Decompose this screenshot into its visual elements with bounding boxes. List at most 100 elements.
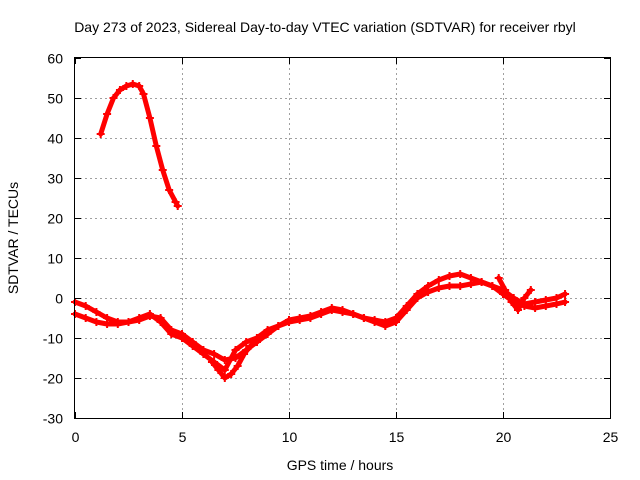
data-point bbox=[96, 130, 105, 138]
data-point bbox=[285, 316, 293, 324]
data-series bbox=[71, 80, 570, 382]
data-point bbox=[92, 318, 101, 326]
y-tick-label: 60 bbox=[47, 51, 63, 67]
data-point bbox=[145, 310, 154, 318]
chart-title: Day 273 of 2023, Sidereal Day-to-day VTE… bbox=[74, 19, 576, 35]
x-axis-label: GPS time / hours bbox=[287, 457, 394, 473]
x-tick-label: 15 bbox=[389, 429, 405, 445]
data-point bbox=[152, 142, 161, 150]
data-point bbox=[424, 288, 433, 296]
data-point bbox=[477, 278, 486, 286]
data-point bbox=[552, 300, 561, 308]
data-point bbox=[349, 310, 358, 318]
data-point bbox=[233, 362, 242, 370]
data-point bbox=[466, 280, 475, 288]
y-tick-label: 20 bbox=[47, 211, 63, 227]
x-tick-label: 20 bbox=[496, 429, 512, 445]
y-tick-label: 40 bbox=[47, 131, 63, 147]
data-point bbox=[220, 374, 229, 382]
data-point bbox=[242, 338, 251, 346]
data-point bbox=[156, 318, 165, 326]
axis-ticks: 0 5 10 15 20 25 -30 -20 -10 0 10 20 30 40 50 60 bbox=[43, 51, 619, 446]
data-point bbox=[231, 346, 240, 354]
data-point bbox=[199, 350, 208, 358]
data-point bbox=[227, 370, 236, 378]
data-point bbox=[165, 186, 174, 194]
data-point bbox=[513, 306, 522, 314]
data-point bbox=[167, 330, 176, 338]
data-point bbox=[81, 314, 90, 322]
data-point bbox=[488, 282, 497, 290]
series-arc-4 bbox=[207, 338, 261, 382]
data-point bbox=[128, 80, 137, 88]
data-point bbox=[274, 322, 283, 330]
data-point bbox=[520, 294, 529, 302]
series-arc-3 bbox=[71, 278, 570, 374]
data-point bbox=[145, 114, 154, 122]
x-tick-label: 5 bbox=[179, 429, 187, 445]
data-point bbox=[240, 350, 249, 358]
data-point bbox=[263, 326, 272, 334]
y-tick-label: 0 bbox=[55, 291, 63, 307]
series-line bbox=[72, 279, 568, 373]
data-point bbox=[317, 308, 326, 316]
data-point bbox=[402, 306, 411, 314]
y-tick-label: -30 bbox=[43, 411, 63, 427]
data-point bbox=[327, 304, 336, 312]
data-point bbox=[381, 322, 390, 330]
series-line bbox=[98, 81, 181, 209]
data-point bbox=[501, 286, 510, 294]
data-point bbox=[456, 282, 465, 290]
data-point bbox=[207, 358, 216, 366]
series-line bbox=[496, 275, 534, 313]
y-tick-label: -20 bbox=[43, 371, 63, 387]
x-tick-label: 10 bbox=[282, 429, 298, 445]
data-point bbox=[188, 342, 197, 350]
data-point bbox=[295, 314, 304, 322]
x-tick-label: 0 bbox=[72, 429, 80, 445]
data-point bbox=[103, 110, 112, 118]
data-point bbox=[158, 166, 167, 174]
data-point bbox=[124, 318, 133, 326]
data-point bbox=[561, 298, 570, 306]
data-point bbox=[81, 302, 90, 310]
data-point bbox=[526, 286, 535, 294]
data-point bbox=[531, 304, 540, 312]
data-point bbox=[173, 202, 182, 210]
x-tick-label: 25 bbox=[603, 429, 619, 445]
data-point bbox=[139, 90, 148, 98]
data-point bbox=[246, 342, 255, 350]
data-point bbox=[214, 366, 223, 374]
data-point bbox=[413, 294, 422, 302]
y-axis-label: SDTVAR / TECUs bbox=[5, 182, 21, 294]
data-point bbox=[135, 82, 144, 90]
series-line bbox=[209, 339, 260, 381]
data-point bbox=[561, 290, 570, 298]
series-arc-1 bbox=[96, 80, 182, 210]
series-arc-5 bbox=[494, 274, 535, 314]
data-point bbox=[494, 274, 503, 282]
data-point bbox=[445, 282, 454, 290]
data-point bbox=[178, 334, 186, 342]
data-point bbox=[115, 86, 124, 94]
data-point bbox=[456, 270, 465, 278]
data-point bbox=[541, 302, 550, 310]
data-point bbox=[338, 306, 347, 314]
y-tick-label: -10 bbox=[43, 331, 63, 347]
data-point bbox=[122, 82, 131, 90]
data-point bbox=[103, 320, 112, 328]
data-point bbox=[359, 314, 368, 322]
data-point bbox=[434, 284, 443, 292]
data-point bbox=[109, 94, 118, 102]
data-point bbox=[252, 338, 261, 346]
data-point bbox=[210, 350, 219, 358]
grid bbox=[75, 58, 610, 418]
data-point bbox=[135, 314, 144, 322]
data-point bbox=[445, 272, 454, 280]
data-point bbox=[507, 298, 516, 306]
data-point bbox=[306, 312, 315, 320]
data-point bbox=[370, 318, 379, 326]
data-point bbox=[92, 308, 101, 316]
data-point bbox=[113, 320, 122, 328]
